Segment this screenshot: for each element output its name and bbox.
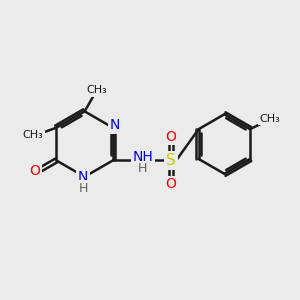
Text: O: O xyxy=(165,177,176,191)
Text: N: N xyxy=(109,118,120,132)
Text: CH₃: CH₃ xyxy=(260,114,280,124)
Text: H: H xyxy=(138,162,147,175)
Text: H: H xyxy=(78,182,88,194)
Text: S: S xyxy=(166,153,176,168)
Text: NH: NH xyxy=(132,150,153,164)
Text: CH₃: CH₃ xyxy=(86,85,107,95)
Text: O: O xyxy=(29,164,40,178)
Text: CH₃: CH₃ xyxy=(23,130,44,140)
Text: N: N xyxy=(78,170,88,184)
Text: O: O xyxy=(165,130,176,144)
